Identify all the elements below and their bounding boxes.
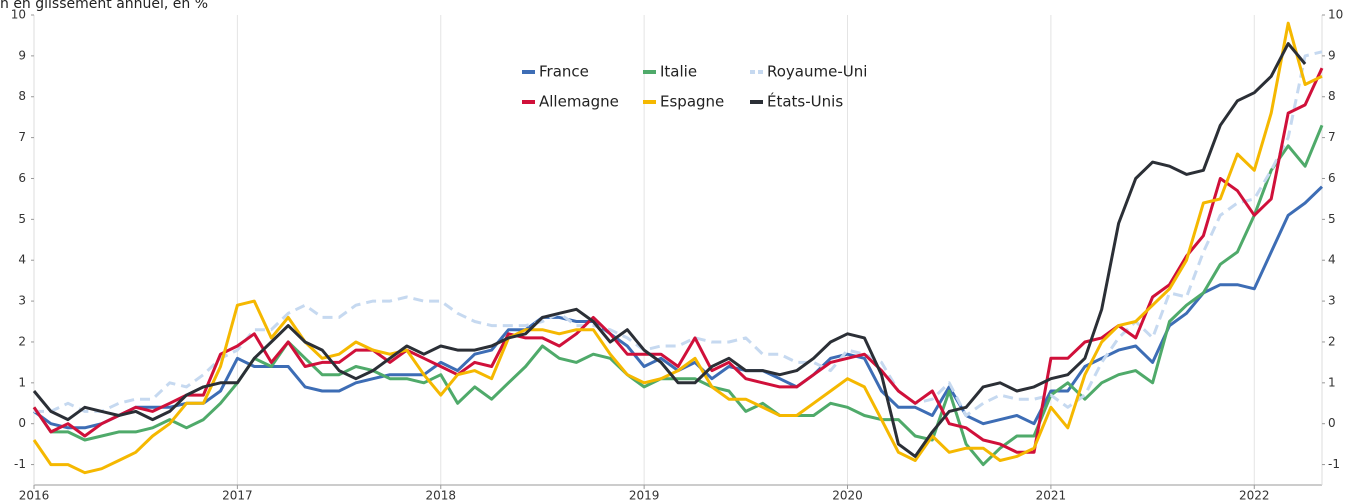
y-tick-label: 8 (18, 89, 26, 103)
y-tick-label: -1 (14, 457, 26, 471)
y-tick-label: 1 (18, 375, 26, 389)
y-tick-label-right: 9 (1328, 48, 1336, 62)
x-tick-label: 2016 (19, 489, 50, 503)
legend-label: France (539, 63, 589, 81)
legend-label: Allemagne (539, 93, 619, 111)
series-line (32, 21, 1323, 475)
y-tick-label-right: -1 (1328, 457, 1340, 471)
y-tick-label: 4 (18, 253, 26, 267)
x-tick-label: 2019 (629, 489, 660, 503)
x-tick-label: 2018 (425, 489, 456, 503)
y-tick-label: 0 (18, 416, 26, 430)
y-tick-label-right: 10 (1328, 8, 1343, 22)
chart-title: n en glissement annuel, en % (0, 0, 208, 12)
legend-label: Royaume-Uni (767, 63, 867, 81)
y-tick-label-right: 1 (1328, 375, 1336, 389)
y-tick-label-right: 0 (1328, 416, 1336, 430)
x-tick-label: 2021 (1036, 489, 1067, 503)
legend-label: États-Unis (767, 92, 843, 111)
y-tick-label-right: 4 (1328, 253, 1336, 267)
y-tick-label-right: 6 (1328, 171, 1336, 185)
y-tick-label-right: 3 (1328, 294, 1336, 308)
series-line (33, 185, 1324, 430)
series-line (32, 124, 1324, 467)
y-tick-label: 2 (18, 334, 26, 348)
y-tick-label-right: 5 (1328, 212, 1336, 226)
legend-label: Italie (660, 63, 697, 81)
y-tick-label-right: 7 (1328, 130, 1336, 144)
y-tick-label-right: 2 (1328, 334, 1336, 348)
y-tick-label-right: 8 (1328, 89, 1336, 103)
x-tick-label: 2022 (1239, 489, 1270, 503)
y-tick-label: 7 (18, 130, 26, 144)
y-tick-label: 10 (11, 8, 26, 22)
y-tick-label: 3 (18, 294, 26, 308)
legend-label: Espagne (660, 93, 724, 111)
x-tick-label: 2017 (222, 489, 253, 503)
series-line (32, 67, 1324, 454)
series-line (32, 42, 1307, 458)
x-tick-label: 2020 (832, 489, 863, 503)
y-tick-label: 6 (18, 171, 26, 185)
y-tick-label: 5 (18, 212, 26, 226)
y-tick-label: 9 (18, 48, 26, 62)
